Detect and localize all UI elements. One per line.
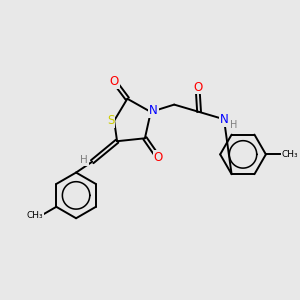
- Text: CH₃: CH₃: [282, 150, 298, 159]
- Text: N: N: [220, 113, 228, 126]
- Text: H: H: [80, 155, 88, 165]
- Text: H: H: [230, 120, 237, 130]
- Text: CH₃: CH₃: [27, 211, 43, 220]
- Text: O: O: [193, 80, 202, 94]
- Text: S: S: [107, 114, 114, 127]
- Text: O: O: [154, 151, 163, 164]
- Text: N: N: [149, 104, 158, 117]
- Text: O: O: [110, 75, 119, 88]
